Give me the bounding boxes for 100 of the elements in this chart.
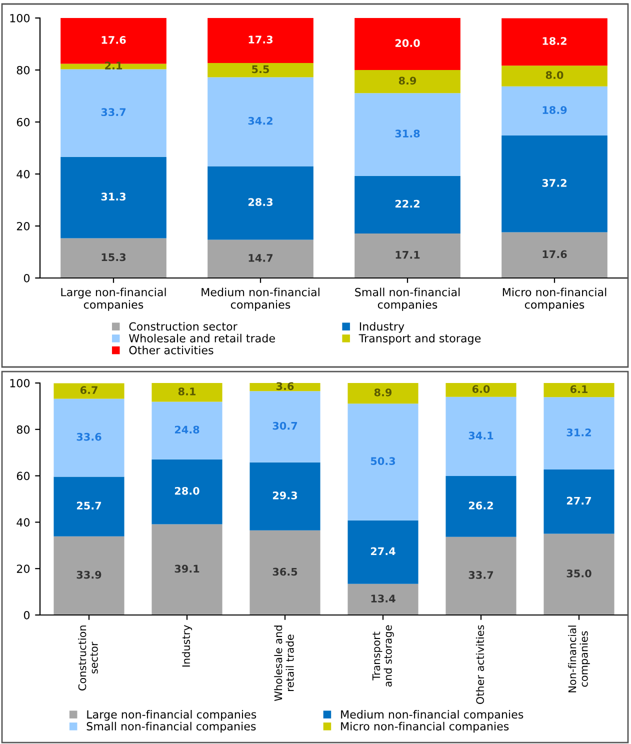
data-label: 33.7 bbox=[101, 108, 126, 116]
bar bbox=[250, 462, 320, 530]
bar bbox=[208, 240, 314, 278]
x-tick-label: Other activities bbox=[476, 625, 484, 704]
x-tick-label: Wholesale and retail trade bbox=[274, 626, 294, 701]
legend-label: Large non-financial companies bbox=[87, 710, 256, 721]
data-label: 14.7 bbox=[248, 254, 273, 262]
legend-label: Industry bbox=[360, 322, 404, 333]
data-label: 6.7 bbox=[80, 386, 98, 394]
y-tick-label: 100 bbox=[10, 378, 30, 388]
legend-label: Micro non-financial companies bbox=[341, 722, 509, 733]
x-tick-label: Construction sector bbox=[78, 626, 98, 690]
bar bbox=[446, 396, 516, 476]
bar bbox=[54, 476, 124, 536]
x-tick-label: Large non-financial companies bbox=[61, 288, 166, 311]
data-label: 8.0 bbox=[546, 71, 564, 79]
legend-label: Transport and storage bbox=[358, 334, 481, 345]
data-label: 50.3 bbox=[370, 457, 396, 466]
bar bbox=[544, 470, 614, 534]
data-label: 31.8 bbox=[395, 130, 420, 138]
y-tick-label: 20 bbox=[16, 564, 30, 573]
data-label: 36.5 bbox=[272, 568, 298, 576]
bar bbox=[354, 70, 460, 94]
bar bbox=[348, 404, 418, 520]
data-label: 8.9 bbox=[374, 388, 392, 396]
bar bbox=[348, 520, 418, 584]
y-tick-label: 80 bbox=[16, 425, 30, 434]
data-label: 6.1 bbox=[570, 385, 588, 394]
legend-label: Construction sector bbox=[129, 322, 238, 331]
legend-label: Medium non-financial companies bbox=[341, 710, 524, 721]
legend-label: Small non-financial companies bbox=[86, 722, 256, 733]
data-label: 27.7 bbox=[566, 496, 592, 505]
x-tick-label: Micro non-financial companies bbox=[502, 288, 606, 311]
bar bbox=[152, 459, 222, 524]
x-tick-label: Non-financial companies bbox=[568, 626, 590, 692]
x-tick-label: Transport and storage bbox=[372, 625, 394, 687]
data-label: 18.2 bbox=[542, 37, 566, 45]
x-tick-label: Small non-financial companies bbox=[355, 288, 460, 311]
data-label: 35.0 bbox=[566, 570, 592, 578]
data-label: 17.3 bbox=[248, 36, 273, 44]
bar bbox=[544, 534, 614, 615]
data-label: 33.9 bbox=[76, 570, 102, 579]
data-label: 31.3 bbox=[101, 192, 126, 201]
bar bbox=[208, 18, 314, 63]
y-tick-label: 60 bbox=[16, 118, 30, 126]
data-label: 3.6 bbox=[276, 382, 294, 390]
bar bbox=[354, 18, 460, 70]
data-label: 26.2 bbox=[468, 502, 493, 510]
y-tick-label: 0 bbox=[24, 274, 30, 282]
y-tick-label: 20 bbox=[16, 222, 30, 230]
data-label: 8.9 bbox=[398, 76, 416, 85]
data-label: 34.2 bbox=[248, 116, 272, 125]
bar bbox=[354, 234, 460, 278]
bar bbox=[502, 232, 608, 278]
data-label: 8.1 bbox=[178, 388, 196, 396]
data-label: 5.5 bbox=[252, 65, 269, 74]
x-tick-label: Medium non-financial companies bbox=[202, 288, 320, 311]
bar bbox=[354, 176, 460, 234]
bar bbox=[544, 383, 614, 398]
data-label: 30.7 bbox=[272, 422, 298, 430]
y-tick-label: 80 bbox=[16, 66, 30, 74]
bar bbox=[250, 383, 320, 392]
data-label: 6.0 bbox=[472, 385, 490, 393]
bar bbox=[446, 476, 516, 537]
y-tick-label: 0 bbox=[24, 610, 30, 620]
data-label: 33.7 bbox=[468, 571, 494, 579]
bar bbox=[250, 391, 320, 462]
y-tick-label: 40 bbox=[16, 170, 30, 178]
data-label: 29.3 bbox=[272, 491, 298, 500]
bar bbox=[544, 397, 614, 470]
bar bbox=[446, 383, 516, 397]
bar bbox=[152, 383, 222, 402]
data-label: 31.2 bbox=[566, 428, 591, 436]
data-label: 15.3 bbox=[102, 253, 126, 262]
data-label: 17.1 bbox=[396, 251, 420, 259]
data-label: 39.1 bbox=[174, 564, 200, 573]
bar bbox=[208, 62, 314, 78]
data-label: 17.6 bbox=[542, 250, 567, 258]
bar bbox=[502, 86, 608, 136]
bar bbox=[208, 166, 314, 240]
x-tick-label: Industry bbox=[182, 625, 192, 667]
bar bbox=[348, 584, 418, 615]
bar bbox=[354, 93, 460, 176]
bar bbox=[502, 136, 608, 232]
data-label: 28.0 bbox=[174, 486, 200, 495]
data-label: 28.3 bbox=[248, 198, 273, 206]
data-label: 25.7 bbox=[76, 502, 102, 510]
bar bbox=[502, 66, 608, 86]
data-label: 20.0 bbox=[395, 39, 420, 48]
bar bbox=[60, 238, 166, 278]
y-tick-label: 100 bbox=[10, 14, 30, 22]
data-label: 27.4 bbox=[370, 547, 396, 555]
data-label: 34.1 bbox=[468, 432, 494, 440]
bar bbox=[60, 69, 166, 157]
bar bbox=[446, 536, 516, 615]
bar bbox=[152, 402, 222, 460]
bar bbox=[250, 530, 320, 615]
bar bbox=[208, 77, 314, 166]
bar bbox=[54, 398, 124, 477]
bar bbox=[54, 536, 124, 615]
